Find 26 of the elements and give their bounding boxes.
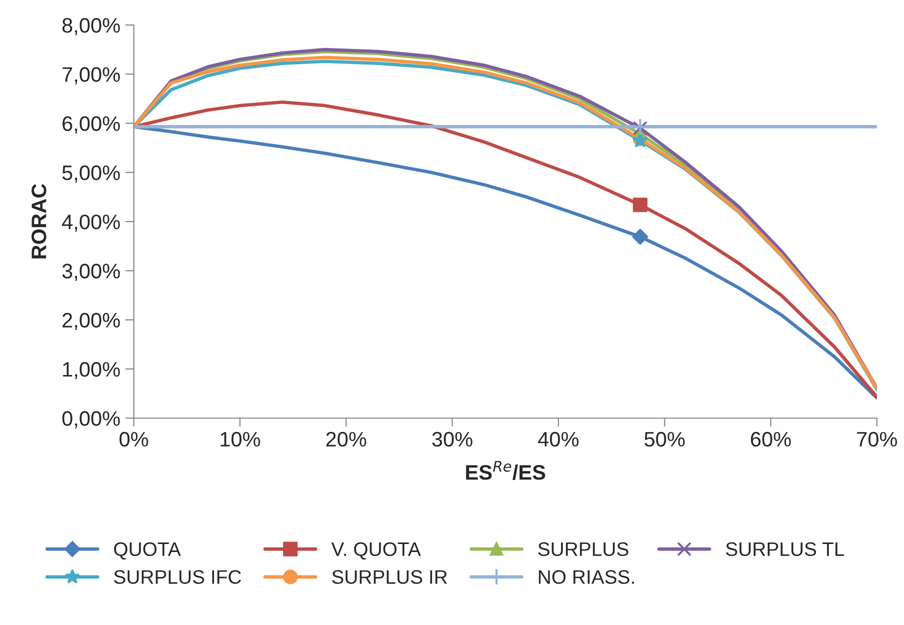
y-tick-label: 5,00%	[62, 165, 120, 183]
x-tick-label: 10%	[220, 432, 260, 447]
y-tick-label: 1,00%	[63, 362, 120, 380]
x-tick-label: 20%	[326, 432, 366, 447]
y-tick-label: 2,00%	[62, 312, 120, 330]
legend-label: SURPLUS	[538, 542, 628, 556]
x-axis-title: ES$^{Re}$/ES	[466, 460, 546, 480]
legend-label: SURPLUS TL	[726, 542, 844, 556]
legend-label: V. QUOTA	[331, 542, 421, 560]
x-tick-label: 0%	[120, 432, 148, 447]
x-tick-label: 70%	[857, 432, 897, 447]
legend-label: SURPLUS IFC	[114, 570, 242, 584]
x-tick-label: 60%	[750, 432, 791, 447]
y-tick-label: 7,00%	[62, 67, 120, 84]
y-tick-label: 8,00%	[62, 18, 120, 36]
y-axis-title: RORAC	[32, 184, 46, 258]
legend-label: QUOTA	[114, 542, 181, 560]
legend-label: SURPLUS IR	[332, 570, 447, 584]
y-tick-label: 0,00%	[62, 411, 120, 428]
y-tick-label: 4,00%	[62, 214, 120, 232]
x-tick-label: 50%	[644, 432, 685, 447]
x-tick-label: 40%	[538, 432, 579, 447]
x-tick-label: 30%	[432, 432, 472, 447]
y-tick-label: 6,00%	[62, 116, 120, 134]
y-tick-label: 3,00%	[62, 264, 120, 281]
legend-label: NO RIASS.	[538, 570, 634, 584]
